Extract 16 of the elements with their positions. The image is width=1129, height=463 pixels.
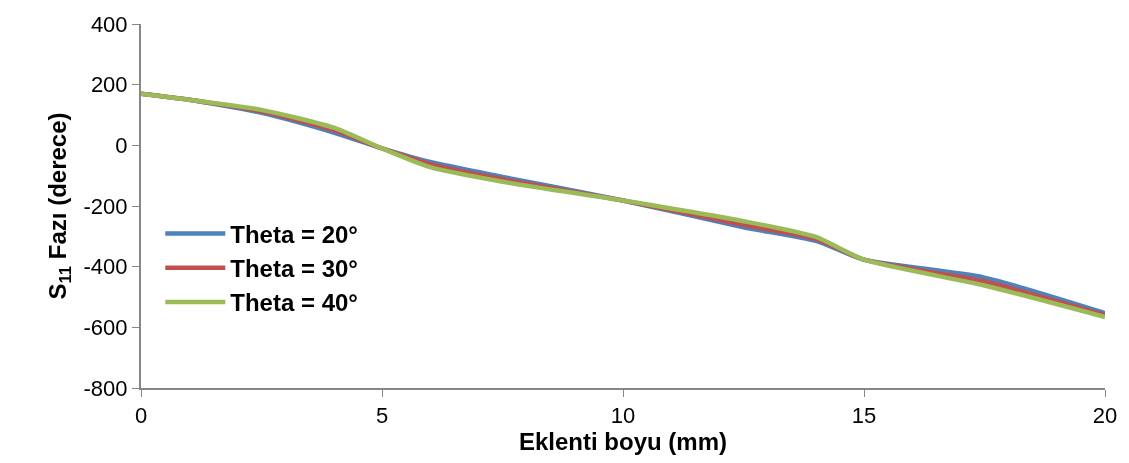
x-tick-label: 20 (1092, 403, 1118, 429)
y-tick-label: -400 (83, 254, 128, 280)
x-tick-label: 10 (610, 403, 636, 429)
y-tick-label: -800 (83, 375, 128, 401)
y-tick-label: 400 (90, 11, 128, 37)
legend-label: Theta = 40° (230, 289, 358, 317)
y-tick-label: -200 (83, 193, 128, 219)
x-axis-title: Eklenti boyu (mm) (518, 428, 728, 456)
y-tick-label: 0 (115, 133, 128, 159)
y-tick-label: -600 (83, 315, 128, 341)
y-tick-label: 200 (90, 72, 128, 98)
legend-label: Theta = 30° (230, 255, 358, 283)
legend-label: Theta = 20° (230, 220, 358, 248)
x-tick-label: 15 (851, 403, 877, 429)
x-tick-label: 0 (134, 403, 148, 429)
x-tick-label: 5 (375, 403, 389, 429)
